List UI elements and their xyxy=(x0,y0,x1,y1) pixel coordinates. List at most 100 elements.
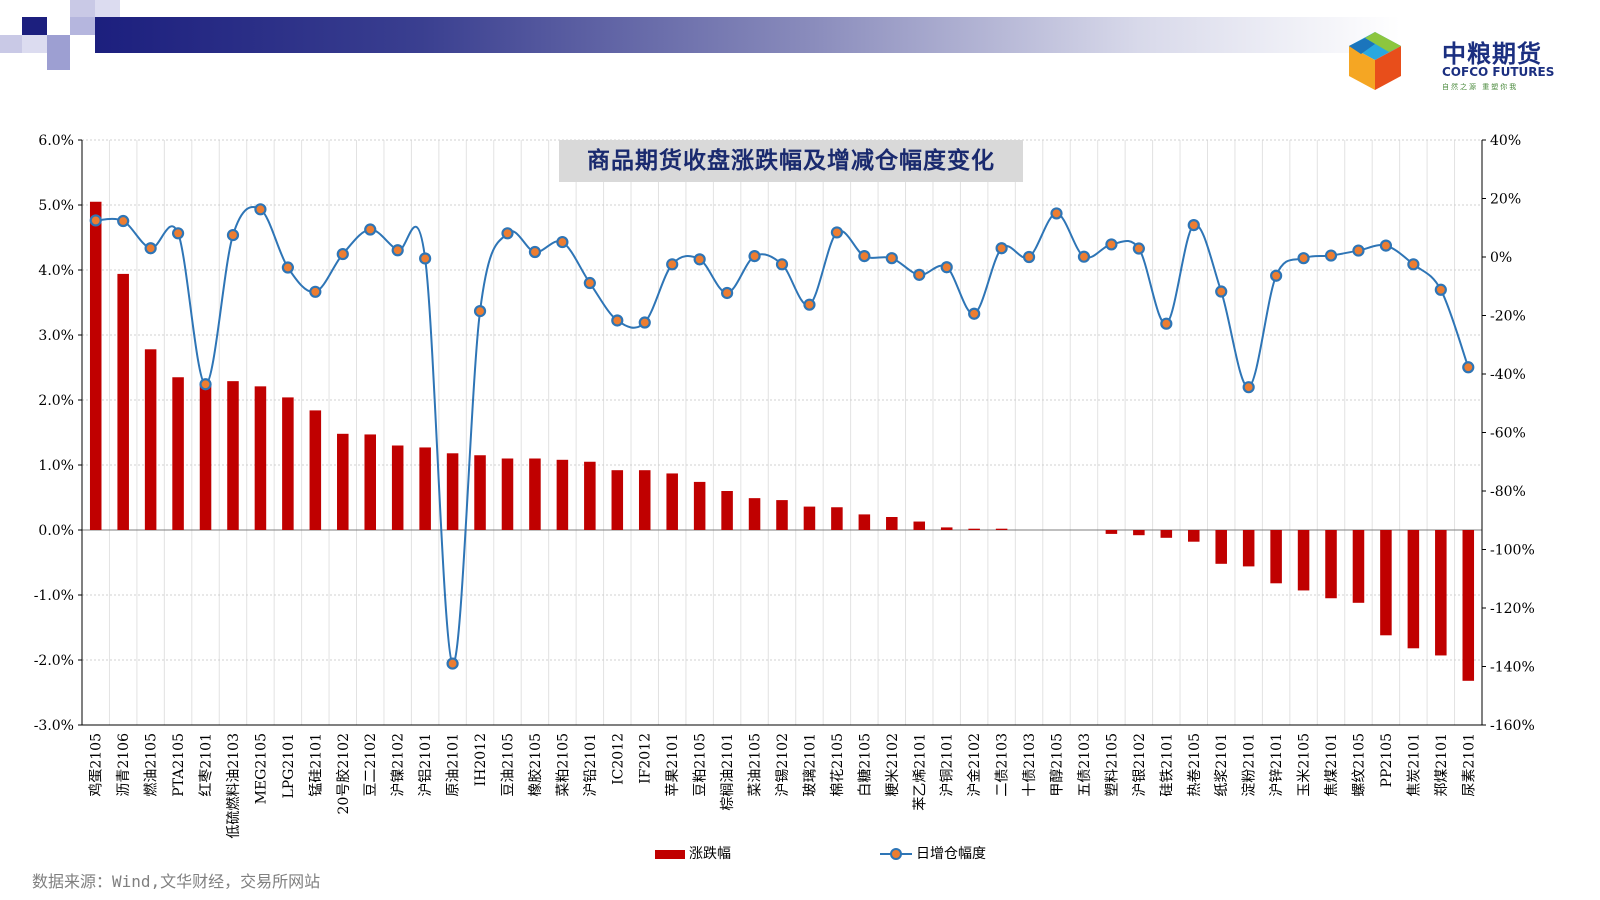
bar-纸浆2101 xyxy=(1215,530,1227,564)
category-label: IC2012 xyxy=(610,733,626,785)
header-square xyxy=(70,17,95,35)
point-菜油2105 xyxy=(748,250,761,263)
category-label: PP2105 xyxy=(1379,733,1395,787)
header-square xyxy=(95,0,120,17)
point-鸡蛋2105 xyxy=(89,214,102,227)
bar-硅铁2101 xyxy=(1160,530,1173,538)
category-label: 菜油2105 xyxy=(748,733,764,797)
category-label: MEG2105 xyxy=(253,733,269,804)
category-label: 棕榈油2101 xyxy=(720,733,736,811)
bar-豆二2102 xyxy=(364,434,376,530)
point-PTA2105 xyxy=(171,227,185,240)
category-label: 低硫燃料油2103 xyxy=(225,733,242,839)
category-label: 豆油2105 xyxy=(500,733,516,797)
point-塑料2105 xyxy=(1105,238,1118,251)
header-square xyxy=(22,17,47,35)
legend-bar-swatch xyxy=(655,849,685,859)
point-橡胶2105 xyxy=(528,245,542,259)
category-label: 郑煤2101 xyxy=(1434,733,1450,797)
category-label: 沪铜2101 xyxy=(940,733,956,797)
point-IC2012 xyxy=(611,314,624,327)
right-axis-tick-label: -40% xyxy=(1490,367,1526,383)
point-玻璃2101 xyxy=(803,298,816,311)
point-菜粕2105 xyxy=(556,235,569,249)
right-axis-tick-label: -60% xyxy=(1490,426,1526,442)
header-banner xyxy=(0,0,1600,75)
category-label: 棉花2105 xyxy=(829,733,846,797)
chart-title: 商品期货收盘涨跌幅及增减仓幅度变化 xyxy=(559,140,1023,182)
point-沪镍2102 xyxy=(391,244,404,257)
bar-尿素2101 xyxy=(1462,530,1475,681)
category-label: IF2012 xyxy=(638,733,654,784)
point-甲醇2105 xyxy=(1050,207,1063,220)
category-label: 沪铅2101 xyxy=(583,733,599,797)
category-label: 沪锡2102 xyxy=(775,733,791,797)
bar-棉花2105 xyxy=(831,507,843,530)
bar-沪铝2101 xyxy=(419,447,431,530)
category-label: 沪银2102 xyxy=(1132,733,1148,797)
bar-棕榈油2101 xyxy=(721,491,733,530)
bar-沪锌2101 xyxy=(1270,530,1282,584)
point-玉米2105 xyxy=(1297,252,1310,265)
category-label: 菜粕2105 xyxy=(555,733,571,797)
point-粳米2102 xyxy=(885,252,898,265)
bar-豆油2105 xyxy=(501,458,514,530)
bar-MEG2105 xyxy=(254,386,267,530)
bar-粳米2102 xyxy=(886,517,898,530)
right-axis-tick-label: 40% xyxy=(1490,133,1521,149)
bar-IC2012 xyxy=(611,470,624,530)
point-红枣2101 xyxy=(199,378,212,391)
bar-原油2101 xyxy=(446,453,459,530)
header-square xyxy=(47,53,70,70)
bar-IF2012 xyxy=(638,470,651,530)
point-沪银2102 xyxy=(1132,242,1145,255)
cube-logo-icon xyxy=(1349,32,1401,90)
point-PP2105 xyxy=(1379,239,1393,252)
category-label: 螺纹2105 xyxy=(1351,733,1367,797)
header-square xyxy=(22,35,47,53)
header-square xyxy=(70,0,95,17)
category-label: 原油2101 xyxy=(446,733,462,797)
logo-slogan: 自然之源 重塑你我 xyxy=(1442,83,1519,91)
category-label: 苯乙烯2101 xyxy=(911,733,928,811)
point-苹果2101 xyxy=(666,258,679,271)
company-logo: 中粮期货 COFCO FUTURES 自然之源 重塑你我 xyxy=(1349,30,1580,100)
category-label: 沥青2106 xyxy=(116,733,132,797)
left-axis-tick-label: 1.0% xyxy=(38,458,74,474)
category-label: 淀粉2101 xyxy=(1242,733,1258,797)
point-沪铜2101 xyxy=(940,261,953,274)
category-label: 玻璃2101 xyxy=(801,733,818,797)
category-label: 塑料2105 xyxy=(1104,733,1120,797)
bar-沪银2102 xyxy=(1133,530,1145,536)
point-IF2012 xyxy=(638,316,651,329)
category-label: 苹果2101 xyxy=(665,733,681,797)
category-label: 燃油2105 xyxy=(143,733,160,797)
logo-name-en: COFCO FUTURES xyxy=(1442,65,1555,79)
bar-白糖2105 xyxy=(858,514,871,530)
bar-淀粉2101 xyxy=(1242,530,1255,567)
left-axis-tick-label: -2.0% xyxy=(34,653,74,669)
category-label: 焦煤2101 xyxy=(1324,733,1340,797)
point-豆粕2105 xyxy=(693,253,706,266)
category-label: 二债2103 xyxy=(995,733,1011,797)
point-十债2103 xyxy=(1022,250,1036,264)
point-IH2012 xyxy=(473,305,487,318)
left-axis-tick-label: 6.0% xyxy=(38,133,74,149)
category-label: 沪镍2102 xyxy=(391,733,407,797)
right-axis-tick-label: -80% xyxy=(1490,484,1526,500)
point-LPG2101 xyxy=(281,261,294,274)
bar-20号胶2102 xyxy=(337,433,349,530)
bar-沪金2102 xyxy=(968,528,980,530)
point-焦炭2101 xyxy=(1407,258,1420,271)
bar-沥青2106 xyxy=(117,273,129,530)
point-螺纹2105 xyxy=(1352,244,1365,257)
bar-二债2103 xyxy=(995,528,1008,530)
bar-苯乙烯2101 xyxy=(913,521,926,530)
point-二债2103 xyxy=(995,242,1008,255)
left-axis-tick-label: -1.0% xyxy=(34,588,74,604)
point-豆二2102 xyxy=(364,223,377,236)
point-郑煤2101 xyxy=(1434,283,1447,296)
category-label: 焦炭2101 xyxy=(1406,733,1422,797)
right-axis-tick-label: -100% xyxy=(1490,543,1535,559)
legend-bar-label: 涨跌幅 xyxy=(689,846,731,862)
